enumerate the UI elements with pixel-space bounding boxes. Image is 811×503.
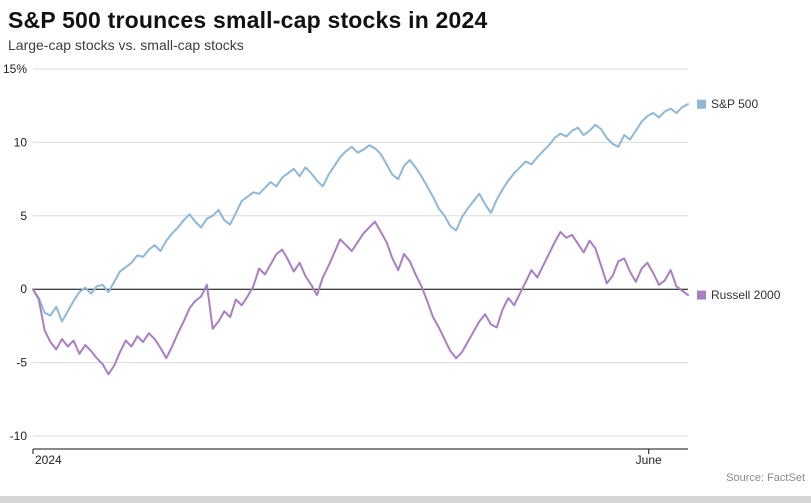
legend-swatch-1 <box>697 290 706 300</box>
series-line-s-p-500 <box>32 103 689 323</box>
y-tick-label: -5 <box>16 356 27 370</box>
legend-label-1: Russell 2000 <box>711 288 781 302</box>
y-tick-label: 10 <box>14 135 28 149</box>
legend-label-0: S&P 500 <box>711 97 758 111</box>
line-chart: 15% 10 5 0 -5 -10 2024 June S&P 500 Russell 2000 <box>3 62 781 467</box>
x-tick-label: June <box>636 453 662 467</box>
chart-title: S&P 500 trounces small-cap stocks in 202… <box>8 7 488 33</box>
source-attribution: Source: FactSet <box>726 472 805 484</box>
x-tick-label: 2024 <box>35 453 62 467</box>
legend-swatch-0 <box>697 99 706 109</box>
y-tick-label: 5 <box>20 209 27 223</box>
chart-header: S&P 500 trounces small-cap stocks in 202… <box>0 0 811 55</box>
y-tick-label: 0 <box>20 282 27 296</box>
bottom-bar <box>0 496 811 503</box>
y-tick-label: 15% <box>3 62 27 76</box>
y-tick-label: -10 <box>10 429 28 443</box>
series-line-russell-2000 <box>32 220 689 376</box>
chart-subtitle: Large-cap stocks vs. small-cap stocks <box>8 37 244 53</box>
